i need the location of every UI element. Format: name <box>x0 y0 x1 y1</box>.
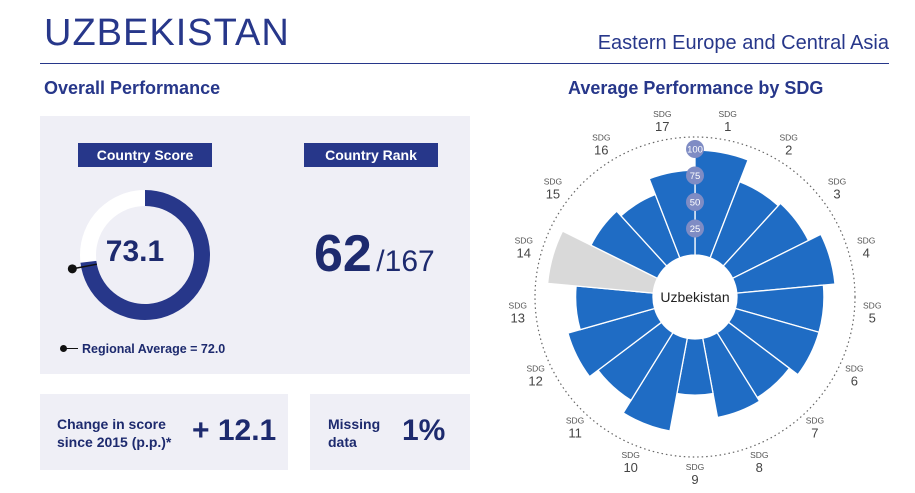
center-circle <box>653 255 737 339</box>
sdg-prefix-label: SDG <box>806 416 824 426</box>
country-score-value: 73.1 <box>105 235 165 268</box>
sdg-prefix-label: SDG <box>526 363 544 373</box>
scale-tick-label-50: 50 <box>690 198 701 209</box>
sdg-prefix-label: SDG <box>845 363 863 373</box>
sdg-rose-chart: SDG1SDG2SDG3SDG4SDG5SDG6SDG7SDG8SDG9SDG1… <box>509 109 882 487</box>
sdg-prefix-label: SDG <box>718 109 736 119</box>
sdg-prefix-label: SDG <box>515 235 533 245</box>
scale-tick-bubble-50 <box>686 193 704 211</box>
change-panel <box>40 394 288 470</box>
sdg-prefix-label: SDG <box>828 177 846 187</box>
sdg-prefix-label: SDG <box>544 177 562 187</box>
sdg-prefix-label: SDG <box>621 450 639 460</box>
sdg-prefix-label: SDG <box>863 300 881 310</box>
sdg-number-label-13: 13 <box>511 310 525 325</box>
scale-tick-bubble-75 <box>686 166 704 185</box>
missing-value: 1% <box>402 414 446 447</box>
missing-data-panel <box>310 394 470 470</box>
change-label-line1: Change in score <box>57 416 166 432</box>
regional-average-legend-line <box>66 348 78 349</box>
missing-label: Missing data <box>328 415 380 451</box>
score-donut <box>67 190 210 320</box>
sdg-number-label-3: 3 <box>833 187 840 202</box>
sdg-number-label-17: 17 <box>655 119 669 134</box>
regional-average-tick <box>72 263 98 270</box>
chart-title: Average Performance by SDG <box>568 78 824 98</box>
sdg-number-label-8: 8 <box>756 460 763 475</box>
sdg-number-label-11: 11 <box>568 426 582 441</box>
country-rank-value: 62 <box>314 225 372 283</box>
change-label: Change in score since 2015 (p.p.)* <box>57 415 171 451</box>
country-score-label: Country Score <box>78 143 212 167</box>
sdg-number-label-4: 4 <box>863 245 870 260</box>
sdg-prefix-label: SDG <box>509 300 527 310</box>
sdg-number-label-1: 1 <box>724 119 731 134</box>
sdg-prefix-label: SDG <box>750 450 768 460</box>
sdg-prefix-label: SDG <box>686 462 704 472</box>
overall-performance-title: Overall Performance <box>44 78 221 98</box>
center-country-label: Uzbekistan <box>660 289 729 305</box>
scale-tick-label-100: 100 <box>687 145 703 156</box>
missing-label-line2: data <box>328 434 357 450</box>
sdg-number-label-7: 7 <box>811 426 818 441</box>
sdg-prefix-label: SDG <box>857 235 875 245</box>
regional-average-legend-dot <box>60 345 67 352</box>
scale-tick-bubble-25 <box>686 219 704 238</box>
scale-tick-label-25: 25 <box>690 224 701 235</box>
sdg-number-label-2: 2 <box>785 143 792 158</box>
regional-average-label: Regional Average = 72.0 <box>82 342 226 356</box>
header-divider <box>40 63 889 64</box>
scale-tick-label-75: 75 <box>690 171 701 182</box>
country-rank: 62 /167 <box>314 224 435 284</box>
sdg-number-label-15: 15 <box>546 187 560 202</box>
missing-label-line1: Missing <box>328 416 381 432</box>
donut-score-arc <box>80 190 210 320</box>
sdg-prefix-label: SDG <box>566 416 584 426</box>
sdg-number-label-12: 12 <box>528 373 542 388</box>
country-title: UZBEKISTAN <box>44 12 290 54</box>
region-label: Eastern Europe and Central Asia <box>597 32 889 54</box>
change-label-line2: since 2015 (p.p.)* <box>57 434 172 450</box>
sdg-number-label-16: 16 <box>594 143 608 158</box>
sdg-number-label-10: 10 <box>623 460 637 475</box>
country-rank-total: /167 <box>376 245 435 278</box>
outer-dotted-ring <box>534 136 856 458</box>
change-value: + 12.1 <box>192 414 277 447</box>
country-rank-label: Country Rank <box>304 143 438 167</box>
sdg-number-label-14: 14 <box>517 245 531 260</box>
sdg-prefix-label: SDG <box>592 133 610 143</box>
sdg-number-label-6: 6 <box>851 373 858 388</box>
sdg-prefix-label: SDG <box>653 109 671 119</box>
scale-tick-bubble-100 <box>686 140 704 158</box>
sdg-prefix-label: SDG <box>779 133 797 143</box>
sdg-number-label-9: 9 <box>691 472 698 487</box>
sdg-number-label-5: 5 <box>869 310 876 325</box>
